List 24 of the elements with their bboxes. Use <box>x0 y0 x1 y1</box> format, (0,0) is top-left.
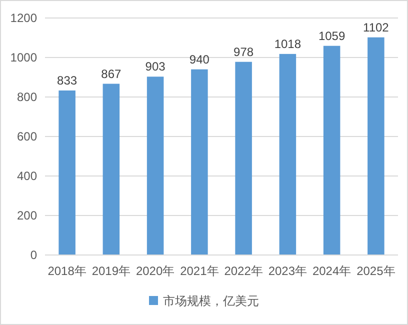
data-label: 1059 <box>318 28 346 43</box>
data-label: 903 <box>145 60 166 74</box>
x-tick-label: 2023年 <box>268 264 308 278</box>
data-label: 940 <box>189 52 210 66</box>
data-label: 1018 <box>274 36 302 51</box>
y-tick-label: 1200 <box>10 11 38 25</box>
y-tick-label: 400 <box>16 169 38 183</box>
x-tick-label: 2019年 <box>92 264 131 278</box>
y-tick-label: 0 <box>30 248 38 262</box>
data-label: 833 <box>57 73 78 88</box>
x-tick-label: 2025年 <box>356 264 396 278</box>
x-tick-label: 2022年 <box>224 264 263 278</box>
x-tick-label: 2018年 <box>48 264 86 278</box>
data-label: 867 <box>101 66 122 81</box>
x-tick-label: 2024年 <box>312 264 352 278</box>
y-tick-label: 600 <box>16 130 38 144</box>
y-tick-label: 800 <box>16 90 38 104</box>
data-label: 978 <box>234 44 254 59</box>
data-label: 1102 <box>363 20 390 34</box>
y-tick-label: 1000 <box>10 50 38 64</box>
y-tick-label: 200 <box>16 208 38 222</box>
x-tick-label: 2021年 <box>180 264 219 278</box>
legend-label: 市场规模，亿美元 <box>163 294 259 308</box>
x-tick-label: 2020年 <box>136 264 175 278</box>
